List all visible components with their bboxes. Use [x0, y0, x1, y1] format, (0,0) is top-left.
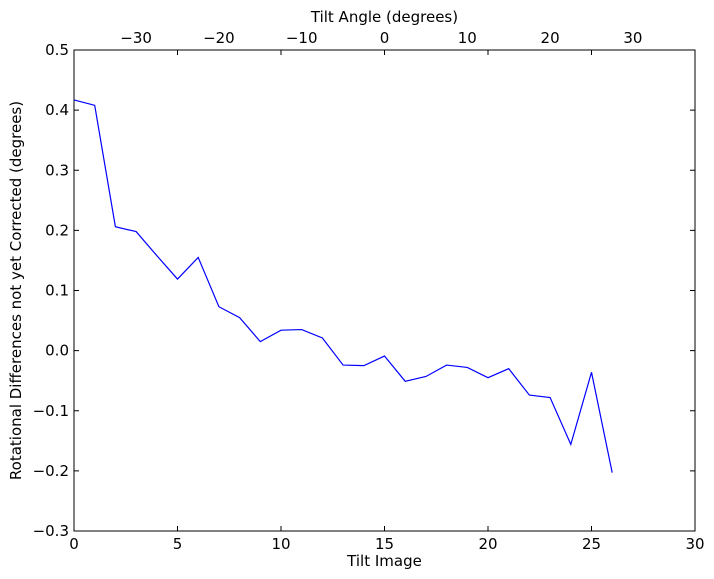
y-tick-label: −0.1: [33, 402, 69, 420]
y-tick-label: −0.2: [33, 462, 69, 480]
top-x-tick-label: −10: [286, 29, 318, 47]
plot-area: [73, 49, 696, 532]
x-tick-label: 25: [582, 535, 601, 553]
y-tick-label: 0.2: [45, 221, 69, 239]
y-tick-label: 0.5: [45, 41, 69, 59]
y-tick-label: 0.0: [45, 342, 69, 360]
x-tick-label: 15: [375, 535, 394, 553]
y-tick-label: 0.3: [45, 161, 69, 179]
top-x-tick-label: 20: [541, 29, 560, 47]
tick-labels: 0 5 10 15 20 25 30 −30 −20 −10 0 10 20 30 −0.3 −0.2 −0.1…: [33, 29, 705, 553]
ticks: [73, 49, 696, 532]
x-axis-label: Tilt Image: [346, 552, 422, 570]
top-x-tick-label: −30: [120, 29, 152, 47]
top-x-tick-label: 30: [623, 29, 642, 47]
x-tick-label: 5: [173, 535, 183, 553]
y-tick-label: 0.4: [45, 101, 69, 119]
x-tick-label: 10: [271, 535, 290, 553]
y-axis-label: Rotational Differences not yet Corrected…: [7, 101, 25, 480]
x-tick-label: 0: [69, 535, 79, 553]
x-tick-label: 20: [478, 535, 497, 553]
series-line: [73, 99, 613, 473]
top-x-tick-label: −20: [203, 29, 235, 47]
top-x-tick-label: 0: [380, 29, 390, 47]
x-tick-label: 30: [685, 535, 704, 553]
series-layer: [73, 99, 613, 473]
top-x-tick-label: 10: [458, 29, 477, 47]
y-tick-label: 0.1: [45, 282, 69, 300]
y-tick-label: −0.3: [33, 522, 69, 540]
top-x-axis-label: Tilt Angle (degrees): [310, 8, 458, 26]
